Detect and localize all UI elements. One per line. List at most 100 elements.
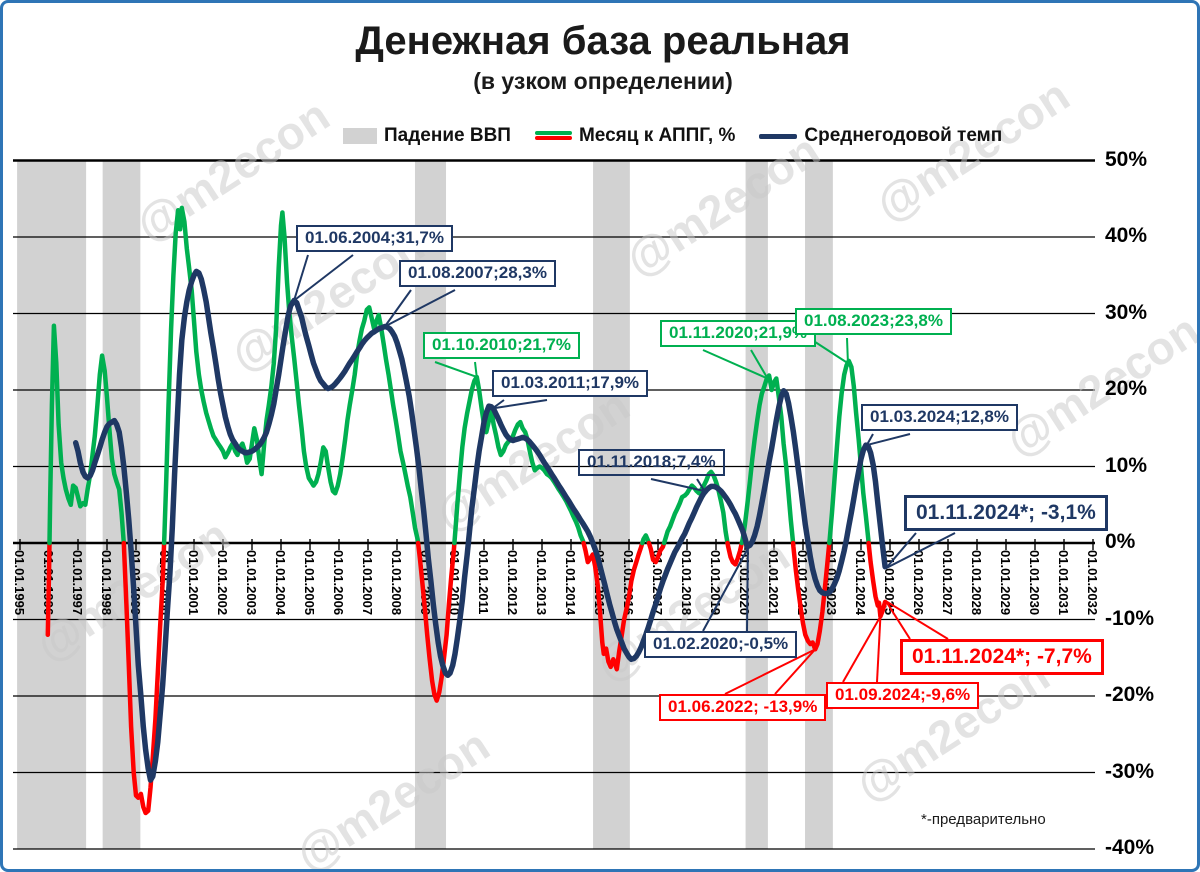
annotation-callout: 01.11.2020;21,9% [660,320,817,347]
legend-label-annual: Среднегодовой темп [804,125,1003,146]
y-tick-label: 40% [1105,224,1148,247]
callout-leader-line [876,616,882,683]
x-tick-label: 01.01.2013 [534,550,549,616]
x-tick-label: 01.01.2020 [737,550,752,616]
callout-leader-line [696,478,706,492]
annual-series-line [72,268,888,783]
monthly-series-segment [121,540,167,816]
x-tick-label: 01.01.1999 [128,550,143,616]
y-tick-label: -10% [1105,606,1155,630]
x-tick-label: 01.01.2007 [360,550,375,616]
annotation-callout: 01.08.2023;23,8% [795,308,952,335]
callout-leader-line [293,254,309,301]
gdp-decline-band [414,160,447,849]
callout-leader-line [866,433,911,447]
y-tick-label: 30% [1105,300,1148,324]
y-tick-label: 0% [1105,530,1136,553]
callout-leader-line [885,532,956,570]
legend-label-monthly: Месяц к АППГ, % [578,125,736,146]
x-tick-label: 01.01.2028 [969,550,984,616]
monthly-series-segment [452,374,586,546]
callout-leader-line [808,337,849,365]
x-tick-label: 01.01.2019 [708,550,723,616]
x-tick-label: 01.01.2022 [795,550,810,616]
x-tick-label: 01.01.2025 [882,550,897,616]
callout-leader-line [293,254,354,302]
x-tick-label: 01.01.1995 [12,550,27,616]
x-tick-label: 01.01.1996 [41,550,56,616]
callout-leader-line [842,615,882,683]
gdp-decline-band [17,160,87,849]
x-tick-label: 01.01.2005 [302,550,317,616]
x-tick-label: 01.01.2002 [215,550,230,616]
legend-item-monthly: Месяц к АППГ, % [534,125,736,147]
monthly-series-segment [725,540,745,567]
x-tick-label: 01.01.1997 [70,550,85,616]
x-tick-label: 01.01.2001 [186,550,201,616]
x-tick-label: 01.01.2008 [389,550,404,616]
callout-leader-line [434,361,478,378]
x-tick-label: 01.01.1998 [99,550,114,616]
x-tick-label: 01.01.2014 [563,550,578,616]
annotation-callout: 01.06.2004;31,7% [296,225,453,252]
legend-item-gdp-decline: Падение ВВП [343,125,511,147]
annual-line-swatch-icon [759,133,798,139]
callout-leader-line [702,547,749,632]
y-tick-label: -40% [1105,836,1155,859]
gdp-band-swatch-icon [343,128,377,144]
watermark-text: @m2econ [846,648,1059,812]
x-tick-label: 01.01.2032 [1085,550,1100,616]
callout-leader-line [846,337,849,364]
callout-leader-line [474,361,478,378]
monthly-line-swatch-icon [534,130,572,142]
watermark-text: @m2econ [126,88,339,252]
callout-leader-line [492,399,505,410]
gdp-decline-band [805,160,833,849]
callout-leader-line [724,648,816,695]
gdp-decline-band [745,160,768,849]
monthly-series-segment [640,533,652,546]
monthly-series-segment [661,469,730,546]
callout-leader-line [384,289,412,328]
gdp-decline-band [593,160,630,849]
annotation-callout: 01.08.2007;28,3% [399,260,556,287]
monthly-series-segment [47,323,127,546]
monthly-series-segment [646,540,667,565]
annotation-callout: 01.11.2024*; -7,7% [900,639,1104,675]
watermark-text: @m2econ [426,378,639,542]
watermark-text: @m2econ [221,218,434,382]
callout-leader-line [885,600,949,640]
annotation-callout: 01.09.2024;-9,6% [826,682,980,709]
watermark-text: @m2econ [586,528,799,692]
legend-item-annual: Среднегодовой темп [759,125,1002,147]
x-tick-label: 01.01.2021 [766,550,781,616]
x-tick-label: 01.01.2011 [476,550,491,615]
monthly-series-segment [866,540,888,619]
gdp-decline-band [102,160,141,849]
x-tick-label: 01.01.2000 [157,550,172,616]
x-tick-label: 01.01.2015 [592,550,607,616]
annotation-callout: 01.11.2018;7,4% [578,449,725,476]
annotation-callout: 01.10.2010;21,7% [423,332,580,359]
x-tick-label: 01.01.2024 [853,550,868,616]
watermark-text: @m2econ [26,508,239,672]
callout-leader-line [885,532,917,569]
annotation-callout: 01.02.2020;-0,5% [644,631,798,658]
monthly-series-segment [790,540,832,652]
annotation-callout: 01.03.2024;12,8% [861,404,1018,431]
footnote-preliminary: *-предварительно [921,811,1046,828]
x-tick-label: 01.01.2026 [911,550,926,616]
chart-subtitle: (в узком определении) [473,68,733,94]
chart-title: Денежная база реальная [355,19,851,63]
x-tick-label: 01.01.2010 [447,550,462,616]
y-tick-label: 20% [1105,377,1148,400]
legend-label-gdp-decline: Падение ВВП [384,125,511,146]
watermark-text: @m2econ [286,718,499,872]
watermark-text: @m2econ [616,123,829,287]
x-tick-label: 01.01.2030 [1027,550,1042,616]
monthly-series-segment [739,373,796,546]
x-tick-label: 01.01.2023 [824,550,839,616]
x-tick-label: 01.01.2004 [273,550,288,616]
y-tick-label: -30% [1105,759,1155,783]
monthly-series-segment [415,540,457,703]
